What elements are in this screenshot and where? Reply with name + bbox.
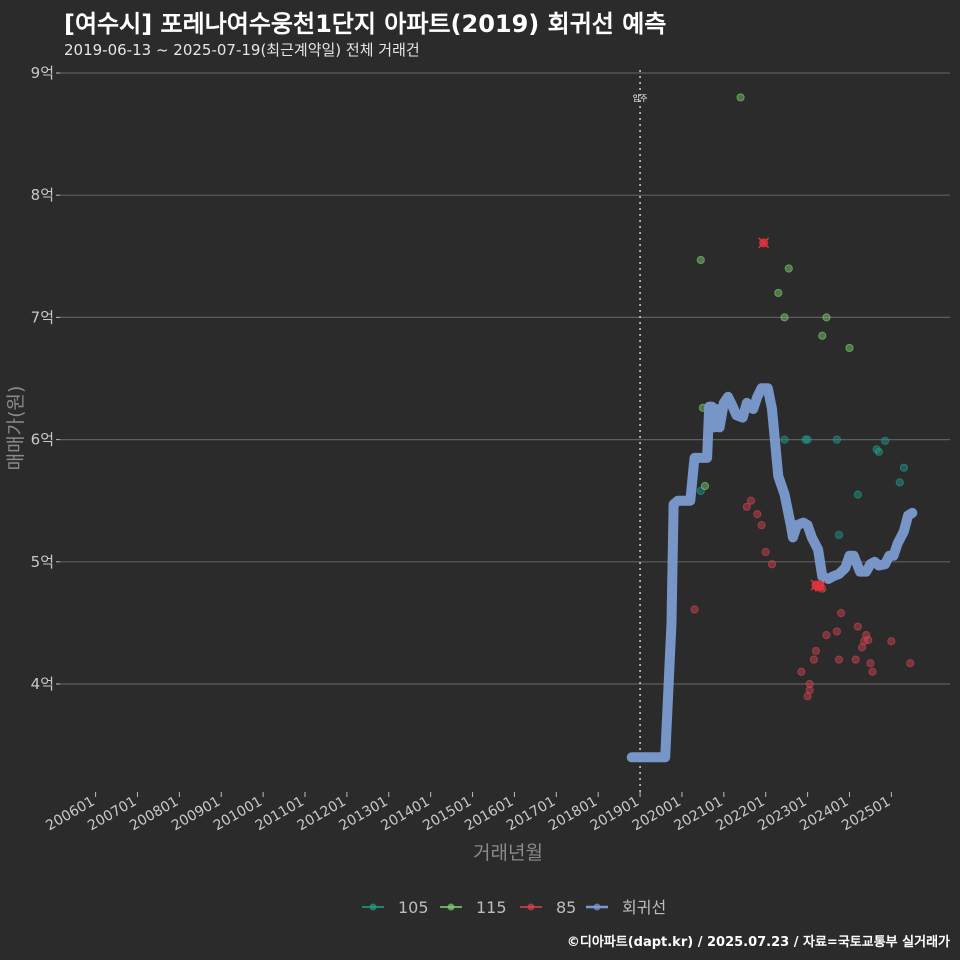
data-point-85	[753, 510, 762, 519]
data-point-85	[809, 655, 818, 664]
data-point-115	[780, 313, 789, 322]
legend-swatch-dot	[527, 903, 535, 911]
data-point-105	[834, 530, 844, 540]
data-point-105	[780, 435, 789, 444]
legend-item-115: 115	[440, 898, 507, 917]
data-point-85	[834, 655, 844, 664]
legend-label: 115	[476, 898, 507, 917]
legend-swatch-dot	[369, 903, 377, 911]
y-tick-label: 4억	[31, 675, 54, 693]
y-axis-ticks: 4억 5억 6억 7억 8억 9억	[31, 64, 60, 693]
data-point-105	[853, 490, 862, 499]
source-credit: ©디아파트(dapt.kr) / 2025.07.23 / 자료=국토교통부 실…	[566, 935, 950, 950]
data-point-85	[887, 637, 896, 646]
move-in-marker: 입주	[633, 70, 648, 792]
data-point-85	[868, 667, 877, 676]
scatter-points	[690, 93, 915, 701]
highlighted-point	[758, 237, 770, 249]
x-tick-label: 202501	[839, 794, 893, 835]
data-point-85	[690, 605, 699, 614]
y-tick-label: 9억	[31, 64, 54, 82]
data-point-85	[837, 609, 846, 618]
data-point-85	[742, 502, 751, 511]
data-point-105	[899, 463, 909, 472]
y-tick-label: 6억	[31, 431, 54, 449]
x-axis-label: 거래년월	[473, 842, 543, 864]
data-point-85	[805, 686, 814, 695]
data-point-85	[811, 646, 821, 656]
legend-item-회귀선: 회귀선	[586, 898, 666, 917]
data-point-85	[866, 659, 875, 668]
data-point-105	[832, 435, 842, 444]
regression-line	[626, 383, 918, 763]
data-point-85	[822, 631, 831, 640]
data-point-105	[874, 447, 883, 456]
data-point-85	[797, 667, 806, 676]
data-point-85	[853, 622, 862, 631]
data-point-85	[805, 679, 814, 689]
data-point-85	[864, 635, 873, 645]
highlight-cross	[814, 580, 826, 592]
data-point-105	[895, 478, 904, 487]
legend-item-105: 105	[362, 898, 429, 917]
chart-subtitle: 2019-06-13 ~ 2025-07-19(최근계약일) 전체 거래건	[64, 41, 420, 59]
highlighted-points	[758, 237, 826, 592]
x-axis-ticks: 2006012007012008012009012010012011012012…	[43, 792, 893, 834]
data-point-115	[784, 264, 793, 273]
legend-swatch-dot	[593, 903, 601, 911]
data-point-85	[803, 692, 812, 701]
data-point-115	[736, 93, 745, 102]
data-point-115	[845, 343, 854, 353]
data-point-85	[761, 547, 770, 557]
y-axis-label: 매매가(원)	[5, 386, 27, 471]
chart-title: [여수시] 포레나여수웅천1단지 아파트(2019) 회귀선 예측	[64, 10, 667, 38]
legend-label: 85	[556, 898, 576, 917]
data-point-85	[767, 560, 777, 569]
data-point-115	[774, 288, 783, 298]
y-tick-label: 8억	[31, 186, 54, 204]
data-point-85	[851, 655, 860, 664]
highlight-cross	[758, 237, 770, 249]
data-point-115	[696, 255, 705, 265]
data-point-115	[818, 331, 827, 340]
legend-label: 회귀선	[622, 898, 666, 917]
data-point-85	[906, 659, 915, 668]
data-point-85	[862, 631, 871, 640]
y-tick-label: 7억	[31, 308, 54, 326]
data-point-115	[822, 313, 831, 322]
data-point-85	[832, 627, 842, 636]
data-point-85	[857, 643, 867, 652]
legend-label: 105	[398, 898, 429, 917]
gridlines	[60, 72, 950, 685]
legend-swatch-dot	[447, 903, 455, 911]
move-in-label: 입주	[633, 94, 648, 103]
regression-line-path	[626, 383, 918, 763]
data-point-85	[757, 521, 766, 530]
legend-item-85: 85	[520, 898, 576, 917]
highlighted-point	[814, 580, 826, 592]
data-point-105	[801, 435, 810, 444]
legend: 105 115 85 회귀선	[362, 898, 666, 917]
data-point-115	[700, 481, 710, 491]
y-tick-label: 5억	[31, 553, 54, 571]
data-point-85	[746, 496, 756, 505]
data-point-105	[880, 436, 890, 445]
data-point-105	[803, 435, 812, 444]
